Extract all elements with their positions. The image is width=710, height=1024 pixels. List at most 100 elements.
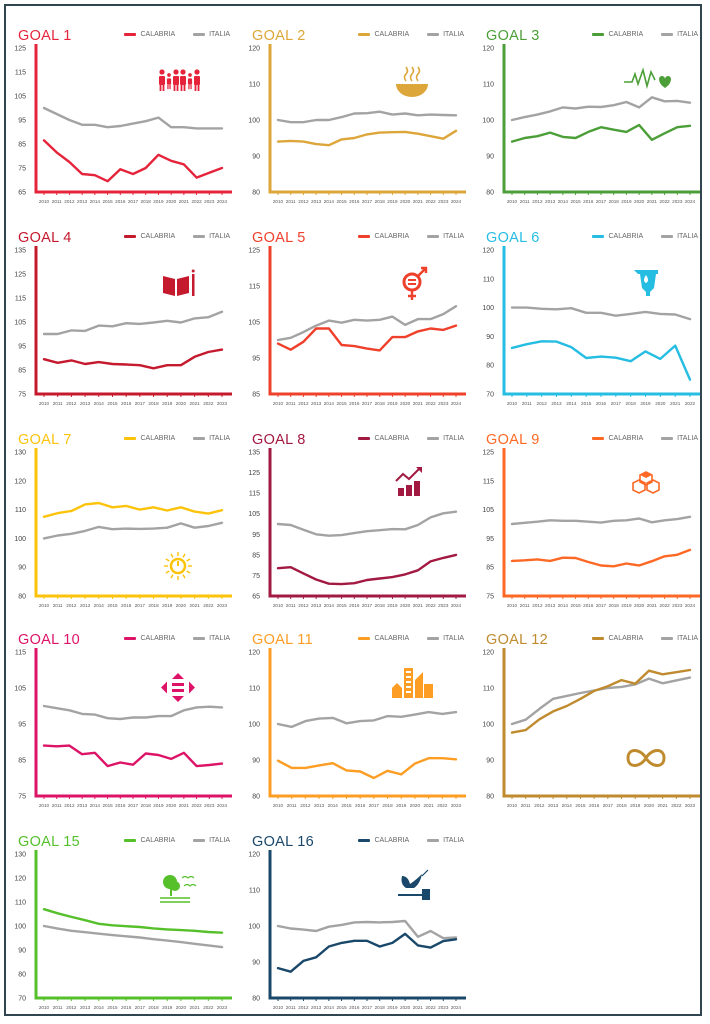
series-line-calabria	[276, 324, 458, 352]
goal-title: GOAL 5	[252, 230, 306, 246]
x-tick-label: 2012	[66, 1005, 77, 1010]
figure-frame	[4, 4, 702, 1016]
x-tick-label: 2021	[413, 1005, 424, 1010]
y-tick-label: 125	[248, 470, 260, 477]
series-line-italia	[510, 96, 692, 122]
x-tick-label: 2021	[179, 803, 190, 808]
x-tick-label: 2023	[217, 1005, 228, 1010]
goal-chart-plot: 65 75 85 95 105 115 125 135 2010 2011 2012 2013 2014…	[248, 448, 466, 608]
x-tick-label: 2022	[203, 1005, 214, 1010]
x-tick-label: 2018	[375, 401, 386, 406]
legend-swatch-italia	[193, 235, 206, 238]
goal-chart-panel-4: 75 85 95 105 115 125 135 2010 2011 2012 2013 2014 20…	[8, 216, 240, 416]
x-tick-label: 2015	[570, 603, 581, 608]
y-tick-label: 120	[482, 248, 494, 255]
y-tick-label: 95	[252, 532, 260, 539]
y-tick-label: 115	[15, 296, 26, 303]
x-tick-label: 2015	[341, 803, 352, 808]
water-icon	[634, 270, 658, 296]
x-tick-label: 2014	[558, 199, 569, 204]
legend-swatch-calabria	[592, 637, 605, 640]
legend-label-calabria: CALABRIA	[374, 635, 410, 642]
y-tick-label: 95	[252, 356, 260, 363]
series-line-italia	[510, 306, 692, 321]
legend-label-calabria: CALABRIA	[140, 31, 176, 38]
x-tick-label: 2013	[314, 803, 325, 808]
x-tick-label: 2011	[52, 199, 62, 204]
series-line-calabria	[42, 501, 224, 519]
legend-label-italia: ITALIA	[209, 31, 230, 38]
x-tick-label: 2012	[298, 199, 309, 204]
legend-swatch-italia	[427, 437, 440, 440]
y-tick-label: 115	[249, 491, 260, 498]
legend-swatch-calabria	[124, 637, 137, 640]
x-tick-label: 2011	[520, 603, 530, 608]
legend-label-calabria: CALABRIA	[140, 635, 176, 642]
legend-swatch-calabria	[124, 235, 137, 238]
x-tick-label: 2012	[298, 401, 309, 406]
y-tick-label: 120	[482, 46, 494, 53]
goal-title: GOAL 10	[18, 632, 81, 648]
y-tick-label: 100	[14, 536, 26, 543]
chart-legend: CALABRIA ITALIA	[124, 233, 230, 240]
x-tick-label: 2014	[94, 603, 105, 608]
x-tick-label: 2011	[287, 803, 297, 808]
goal-chart-panel-3: 80 90 100 110 120 2010 2011 2012 2013 2014 2015 201…	[476, 14, 708, 214]
goal-chart-panel-1: 65 75 85 95 105 115 125 2010 2011 2012 2013 2014 201…	[8, 14, 240, 214]
x-tick-label: 2010	[507, 803, 518, 808]
x-tick-label: 2019	[630, 803, 641, 808]
x-tick-label: 2012	[532, 199, 543, 204]
y-tick-label: 80	[18, 594, 26, 601]
y-tick-label: 90	[252, 154, 260, 161]
x-tick-label: 2013	[311, 401, 322, 406]
x-tick-label: 2017	[128, 199, 139, 204]
y-tick-label: 80	[18, 972, 26, 979]
y-tick-label: 70	[18, 996, 26, 1003]
x-tick-label: 2021	[413, 401, 424, 406]
x-tick-label: 2010	[39, 1005, 50, 1010]
legend-swatch-italia	[193, 437, 206, 440]
x-tick-label: 2013	[551, 401, 562, 406]
y-tick-label: 110	[15, 507, 26, 514]
y-tick-label: 100	[248, 924, 260, 931]
x-tick-label: 2010	[39, 401, 50, 406]
book-icon	[163, 269, 195, 296]
y-tick-label: 65	[252, 594, 260, 601]
x-tick-label: 2013	[80, 401, 91, 406]
x-tick-label: 2019	[387, 199, 398, 204]
legend-label-italia: ITALIA	[677, 233, 698, 240]
y-tick-label: 105	[14, 94, 26, 101]
goal-title: GOAL 8	[252, 432, 306, 448]
x-tick-label: 2020	[176, 1005, 187, 1010]
x-tick-label: 2017	[362, 199, 373, 204]
chart-legend: CALABRIA ITALIA	[124, 837, 230, 844]
x-tick-label: 2021	[647, 199, 658, 204]
goal-title: GOAL 6	[486, 230, 540, 246]
x-tick-label: 2018	[141, 803, 152, 808]
legend-label-italia: ITALIA	[443, 435, 464, 442]
legend-label-calabria: CALABRIA	[140, 435, 176, 442]
y-tick-label: 95	[18, 118, 26, 125]
y-tick-label: 110	[483, 276, 494, 283]
goal-title: GOAL 9	[486, 432, 540, 448]
x-tick-label: 2016	[355, 803, 366, 808]
x-tick-label: 2010	[273, 401, 284, 406]
x-tick-label: 2012	[298, 603, 309, 608]
x-tick-label: 2020	[400, 1005, 411, 1010]
x-tick-label: 2011	[53, 401, 63, 406]
x-tick-label: 2016	[349, 401, 360, 406]
x-tick-label: 2022	[425, 1005, 436, 1010]
x-tick-label: 2018	[626, 401, 637, 406]
legend-swatch-calabria	[358, 637, 371, 640]
series-line-italia	[510, 515, 692, 526]
x-tick-label: 2018	[375, 603, 386, 608]
x-tick-label: 2016	[349, 603, 360, 608]
legend-label-calabria: CALABRIA	[374, 837, 410, 844]
legend-label-italia: ITALIA	[209, 635, 230, 642]
x-tick-label: 2017	[362, 1005, 373, 1010]
x-tick-label: 2020	[644, 803, 655, 808]
x-tick-label: 2022	[425, 199, 436, 204]
y-tick-label: 90	[18, 948, 26, 955]
x-tick-label: 2016	[121, 603, 132, 608]
